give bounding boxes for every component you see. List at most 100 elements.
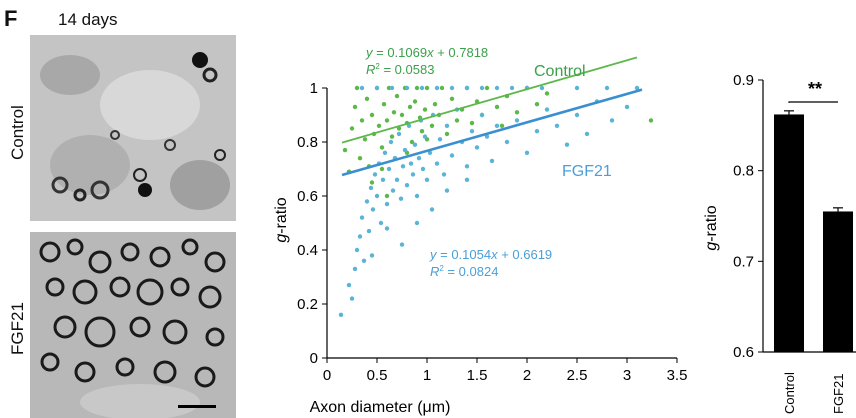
scatter-point-fgf21 [384, 201, 390, 207]
scatter-point-control [384, 193, 390, 199]
scatter-point-control [391, 110, 397, 115]
scatter-point-fgf21 [359, 215, 365, 220]
scatter-x-tick-label: 1 [423, 367, 431, 384]
scatter-point-control [376, 123, 382, 128]
scatter-point-control [379, 145, 385, 150]
scatter-point-control [364, 96, 370, 102]
scatter-point-fgf21 [394, 177, 400, 182]
scatter-point-control [381, 102, 387, 107]
scatter-point-fgf21 [554, 123, 560, 128]
bar-marks: Control FGF21 [774, 101, 853, 414]
control-r2-text: R2 = 0.0583 [366, 62, 434, 77]
scatter-point-fgf21 [464, 164, 470, 169]
scatter-point-fgf21 [494, 85, 500, 91]
scatter-x-tick-label: 2.5 [567, 367, 588, 384]
fit-line-fgf21 [341, 88, 643, 177]
scatter-point-fgf21 [390, 188, 396, 193]
scatter-point-control [369, 180, 375, 185]
scatter-point-fgf21 [414, 220, 420, 226]
scatter-point-fgf21 [352, 266, 358, 272]
scatter-point-fgf21 [406, 123, 412, 128]
scatter-point-fgf21 [539, 85, 545, 91]
scatter-point-control [648, 118, 654, 123]
scatter-point-control [422, 107, 428, 112]
scatter-point-fgf21 [437, 137, 443, 142]
scatter-point-control [424, 85, 430, 91]
bar-y-tick-label: 0.8 [733, 163, 754, 180]
scatter-point-fgf21 [424, 177, 430, 182]
scatter-point-fgf21 [399, 242, 405, 247]
scatter-y-axis-label: g-ratio [273, 197, 290, 242]
scatter-point-control [384, 118, 390, 123]
scatter-point-fgf21 [494, 123, 500, 128]
scatter-point-control [544, 91, 550, 96]
scatter-point-control [352, 104, 358, 110]
scatter-point-fgf21 [427, 150, 433, 155]
scatter-point-control [439, 85, 445, 91]
scatter-point-control [389, 134, 395, 139]
panel-letter: F [4, 6, 18, 31]
scatter-point-fgf21 [479, 112, 485, 118]
scatter-point-fgf21 [574, 85, 580, 91]
scatter-axes: 0 0.5 1 1.5 2 2.5 3 3.5 0 0.2 0.4 0.6 0.8 1 [297, 80, 687, 384]
scatter-point-control [357, 156, 363, 161]
scatter-point-control [499, 123, 505, 128]
scatter-point-control [394, 93, 400, 99]
scatter-point-fgf21 [361, 258, 367, 263]
scatter-point-fgf21 [374, 193, 380, 199]
scatter-point-fgf21 [624, 104, 630, 110]
scatter-point-fgf21 [384, 226, 390, 231]
scatter-point-fgf21 [609, 118, 615, 123]
scatter-point-control [396, 126, 402, 131]
scatter-point-fgf21 [349, 296, 355, 301]
scatter-point-fgf21 [369, 253, 375, 258]
scatter-point-fgf21 [634, 85, 640, 91]
fgf21-r2-text: R2 = 0.0824 [430, 264, 498, 279]
scatter-point-fgf21 [398, 196, 404, 201]
scatter-y-tick-label: 0.6 [297, 188, 318, 205]
scatter-point-fgf21 [420, 166, 426, 172]
control-equation-text: y = 0.1069x + 0.7818 [365, 45, 488, 60]
fgf21-series-label: FGF21 [562, 163, 612, 180]
scatter-y-tick-label: 0.2 [297, 296, 318, 313]
bar-y-tick-label: 0.6 [733, 344, 754, 361]
bar-control [774, 114, 804, 352]
scatter-x-tick-label: 0.5 [367, 367, 388, 384]
micrograph-control-image [30, 35, 236, 221]
bar-category-label: FGF21 [831, 374, 846, 414]
scatter-point-fgf21 [389, 85, 395, 91]
control-series-label: Control [534, 63, 586, 80]
scatter-point-fgf21 [422, 134, 428, 139]
scatter-point-fgf21 [346, 282, 352, 288]
scatter-point-fgf21 [388, 139, 394, 145]
scatter-point-fgf21 [366, 228, 372, 234]
micrograph-control [30, 35, 236, 221]
scatter-fit-lines [341, 56, 643, 177]
scatter-point-fgf21 [410, 172, 416, 177]
scatter-point-control [432, 102, 438, 107]
significance-label: ** [808, 79, 822, 99]
scatter-x-tick-label: 3 [623, 367, 631, 384]
scale-bar [178, 405, 216, 408]
scatter-point-control [354, 85, 360, 91]
bar-axes: 0.6 0.7 0.8 0.9 [733, 72, 856, 361]
scatter-point-fgf21 [449, 153, 455, 158]
scatter-point-fgf21 [534, 129, 540, 134]
scatter-point-fgf21 [359, 85, 365, 91]
scatter-point-fgf21 [364, 199, 370, 204]
scatter-x-tick-label: 2 [523, 367, 531, 384]
scatter-point-control [484, 85, 490, 91]
bar-category-label: Control [782, 372, 797, 414]
scatter-point-control [469, 120, 475, 126]
scatter-y-tick-label: 1 [310, 80, 318, 97]
scatter-point-fgf21 [464, 177, 470, 182]
scatter-point-fgf21 [489, 158, 495, 164]
scatter-point-fgf21 [449, 85, 455, 91]
scatter-point-control [454, 118, 460, 123]
scatter-x-axis-label: Axon diameter (μm) [310, 399, 451, 416]
scatter-point-control [514, 110, 520, 115]
scatter-point-fgf21 [404, 183, 410, 188]
scatter-point-fgf21 [441, 172, 447, 177]
scatter-point-control [419, 129, 425, 134]
